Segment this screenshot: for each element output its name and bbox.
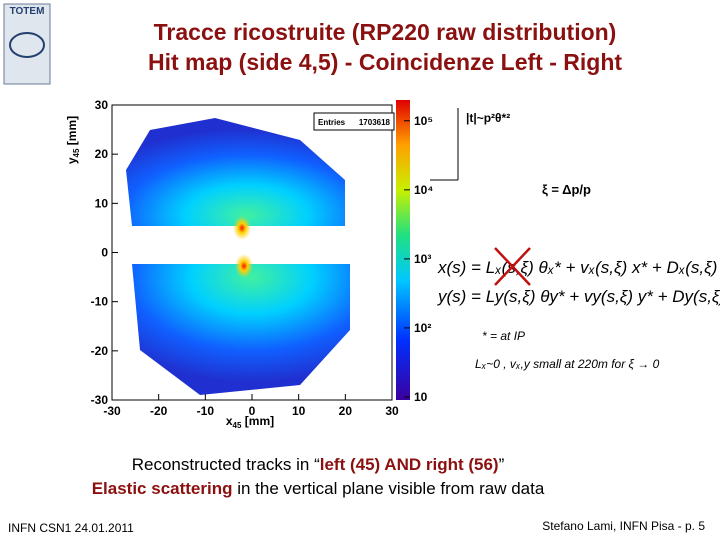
logo-ring xyxy=(9,32,45,58)
y-tick-label: 0 xyxy=(101,246,108,260)
z-tick-label: 10⁴ xyxy=(414,183,433,197)
y-tick-label: -20 xyxy=(91,344,109,358)
x-tick-label: -30 xyxy=(103,404,121,418)
hot-spot xyxy=(233,216,251,240)
z-tick-label: 10 xyxy=(414,390,428,404)
y-tick-label: 30 xyxy=(95,98,109,112)
z-tick-label: 10³ xyxy=(414,252,431,266)
z-tick-label: 10² xyxy=(414,321,431,335)
axes: -30 -20 -10 0 10 20 30 -30 -20 -10 0 10 20 30 10 10² 10³… xyxy=(91,98,434,418)
cross-out xyxy=(494,247,531,286)
y-tick-label: -10 xyxy=(91,295,109,309)
x-tick-label: 10 xyxy=(292,404,306,418)
color-bar xyxy=(396,100,410,400)
x-tick-label: -20 xyxy=(150,404,168,418)
x-tick-label: 20 xyxy=(339,404,353,418)
x-axis-label: x45 [mm] xyxy=(226,414,274,431)
body-text: Reconstructed tracks in “left (45) AND r… xyxy=(132,455,505,474)
annotation: |t|~p²θ*² xyxy=(466,111,510,125)
x-tick-label: 0 xyxy=(249,404,256,418)
y-tick-label: -30 xyxy=(91,393,109,407)
y-tick-label: 20 xyxy=(95,147,109,161)
logo xyxy=(3,3,51,85)
x-tick-label: 30 xyxy=(385,404,399,418)
title: Tracce ricostruite (RP220 raw distributi… xyxy=(154,19,617,45)
title: Hit map (side 4,5) - Coincidenze Left - … xyxy=(148,49,622,75)
hot-spot xyxy=(235,254,253,278)
annotation: ξ = Δp/p xyxy=(542,182,591,197)
y-tick-label: 10 xyxy=(95,196,109,210)
heatmap-region xyxy=(126,118,345,226)
annotation: Lₓ~0 , vₓ,y small at 220m for ξ → 0 xyxy=(475,357,660,371)
annotation: * = at IP xyxy=(482,329,525,343)
heatmap-region xyxy=(132,264,350,395)
stats-label: Entries xyxy=(318,118,346,127)
z-tick-label: 10⁵ xyxy=(414,114,433,128)
footer-right: Stefano Lami, INFN Pisa - p. 5 xyxy=(542,519,705,533)
equation: y(s) = Ly(s,ξ) θy* + vy(s,ξ) y* + Dy(s,ξ… xyxy=(437,287,720,306)
logo-text: TOTEM xyxy=(10,6,45,17)
stats-value: 1703618 xyxy=(359,118,391,127)
footer-left: INFN CSN1 24.01.2011 xyxy=(8,521,134,535)
equation: x(s) = Lₓ(s,ξ) θₓ* + vₓ(s,ξ) x* + Dₓ(s,ξ… xyxy=(437,258,720,277)
y-axis-label: y45 [mm] xyxy=(65,116,82,164)
stats-box xyxy=(313,112,395,131)
x-tick-label: -10 xyxy=(197,404,215,418)
body-text: Elastic scattering in the vertical plane… xyxy=(92,479,545,498)
